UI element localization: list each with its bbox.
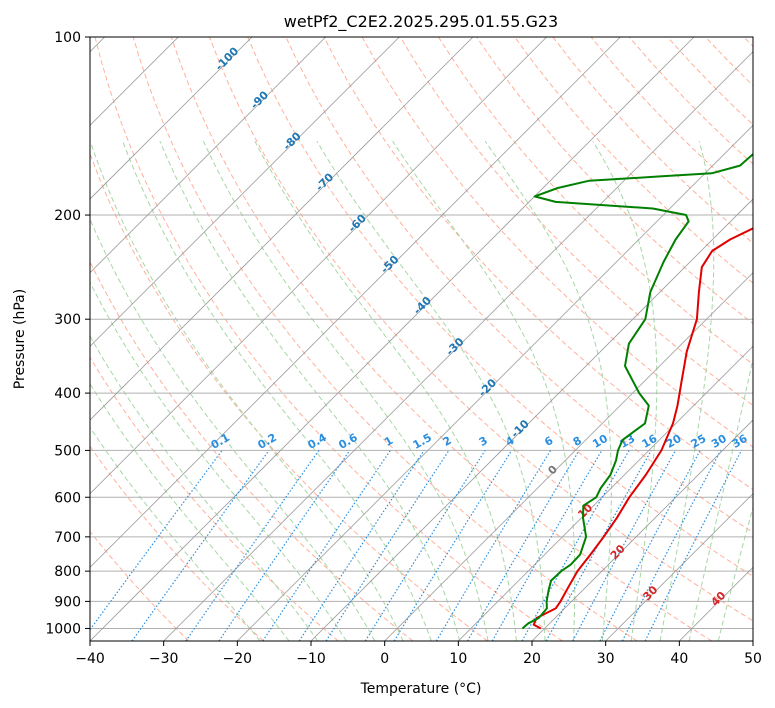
isotherm-line [384, 272, 753, 641]
isotherm-line [163, 51, 753, 641]
mixing-ratio-line [131, 450, 270, 641]
isobars [90, 37, 753, 629]
mixing-ratio-line [185, 450, 320, 641]
mixing-ratio-line [545, 450, 652, 641]
mixing-ratio-line [572, 450, 677, 641]
mixing-ratio-line [521, 450, 630, 641]
x-tick-label: 40 [670, 651, 688, 667]
x-tick-label: 50 [744, 651, 762, 667]
dry-adiabat [514, 37, 753, 284]
x-tick-label: −10 [296, 651, 326, 667]
isotherm-line [90, 37, 400, 347]
dewpoint-profile-line [521, 152, 753, 630]
mixing-ratio-line [393, 450, 513, 641]
isotherm-line [90, 37, 695, 641]
dry-adiabat [399, 37, 753, 407]
mixing-ratio-line [364, 450, 486, 641]
y-tick-label: 1000 [45, 621, 81, 637]
dry-adiabat [170, 37, 712, 641]
dry-adiabat [90, 152, 488, 641]
isotherm-line [458, 345, 753, 641]
isotherm-line [531, 419, 753, 641]
mixing-ratio-lines [90, 450, 743, 641]
dry-adiabat [323, 37, 753, 491]
x-tick-label: −40 [75, 651, 105, 667]
isotherms [90, 37, 753, 641]
y-tick-label: 800 [54, 564, 81, 580]
isotherm-line [90, 37, 326, 274]
mixing-ratio-line [218, 450, 351, 641]
y-tick-label: 900 [54, 594, 81, 610]
mixing-ratio-line [644, 450, 743, 641]
y-tick-label: 600 [54, 490, 81, 506]
mixing-ratio-line [435, 450, 552, 641]
y-tick-label: 300 [54, 312, 81, 328]
mixing-ratio-line [621, 450, 722, 641]
isotherm-line [90, 37, 253, 200]
plot-frame [89, 36, 754, 642]
x-tick-label: 30 [597, 651, 615, 667]
x-tick-label: 20 [523, 651, 541, 667]
mixing-ratio-line [298, 450, 425, 641]
x-tick-label: −30 [149, 651, 179, 667]
x-axis-label: Temperature (°C) [360, 681, 482, 697]
mixing-ratio-line [325, 450, 450, 641]
isotherm-line [90, 37, 621, 568]
mixing-ratio-line [90, 450, 223, 631]
dry-adiabat [90, 356, 339, 641]
x-tick-label: 0 [380, 651, 389, 667]
dry-adiabat [94, 37, 563, 641]
mixing-ratio-line [599, 450, 701, 641]
isotherm-line [90, 37, 474, 421]
dry-adiabat [437, 37, 753, 365]
x-tick-label: −20 [223, 651, 253, 667]
dry-adiabat [132, 37, 638, 641]
isotherm-line [310, 198, 753, 641]
y-axis-label: Pressure (hPa) [12, 289, 28, 389]
mixing-ratio-line [262, 450, 391, 641]
isotherm-line [237, 124, 753, 641]
isotherm-line [90, 37, 547, 495]
y-axis-ticks: 100 200 300 400 500 600 700 800 900 1000 [45, 30, 90, 637]
profile-series [521, 152, 753, 630]
x-axis-ticks: −40 −30 −20 −10 0 10 20 30 40 50 [75, 641, 762, 667]
chart-title: wetPf2_C2E2.2025.295.01.55.G23 [284, 12, 558, 32]
y-tick-label: 200 [54, 208, 81, 224]
dry-adiabat [90, 445, 264, 641]
y-tick-label: 400 [54, 386, 81, 402]
x-tick-label: 10 [449, 651, 467, 667]
y-tick-label: 100 [54, 30, 81, 46]
y-tick-label: 700 [54, 530, 81, 546]
isotherm-line [605, 493, 753, 641]
dry-adiabat [90, 530, 190, 641]
y-tick-label: 500 [54, 443, 81, 459]
temperature-profile-line [532, 227, 753, 630]
dry-adiabat [209, 37, 753, 622]
dry-adiabat [247, 37, 753, 577]
